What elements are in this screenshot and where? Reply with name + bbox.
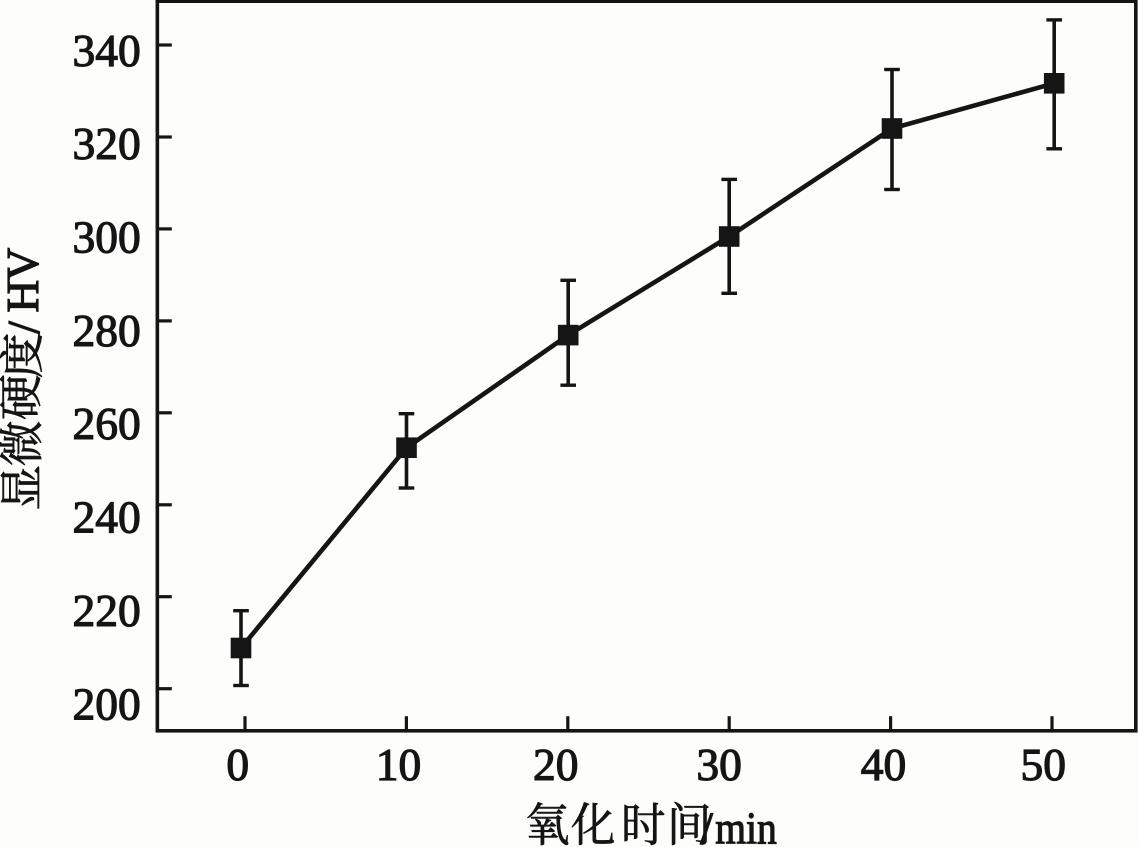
svg-text:240: 240 xyxy=(72,492,140,543)
svg-text:300: 300 xyxy=(72,212,140,263)
svg-text:320: 320 xyxy=(72,118,140,169)
svg-text:340: 340 xyxy=(72,25,140,76)
svg-text:260: 260 xyxy=(72,398,140,449)
svg-text:40: 40 xyxy=(861,739,907,790)
svg-text:/: / xyxy=(0,321,49,334)
svg-text:30: 30 xyxy=(696,739,742,790)
svg-text:200: 200 xyxy=(72,678,140,729)
svg-text:H: H xyxy=(0,280,48,313)
svg-text:min: min xyxy=(715,802,777,847)
svg-text:/: / xyxy=(700,802,713,847)
svg-text:0: 0 xyxy=(226,739,249,790)
svg-text:50: 50 xyxy=(1021,739,1067,790)
svg-text:280: 280 xyxy=(72,305,140,356)
svg-text:220: 220 xyxy=(72,585,140,636)
svg-text:V: V xyxy=(0,248,48,281)
svg-text:10: 10 xyxy=(376,739,422,790)
svg-text:20: 20 xyxy=(533,739,579,790)
